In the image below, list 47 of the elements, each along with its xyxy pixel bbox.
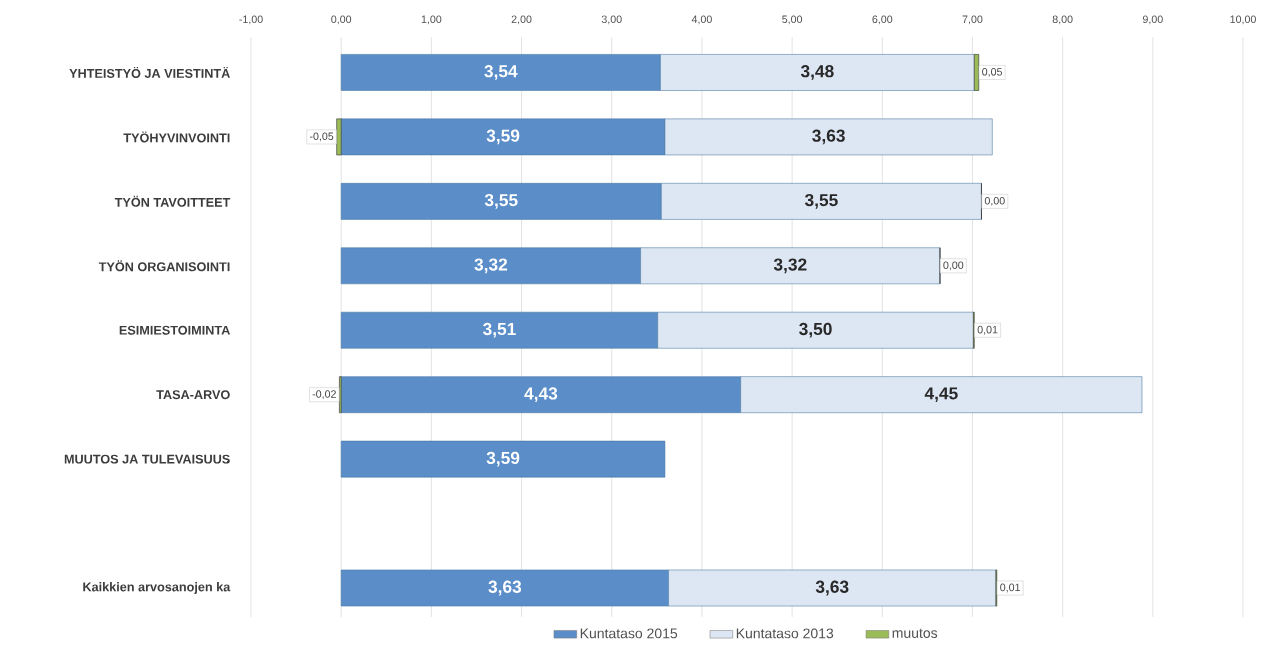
x-tick-label: 6,00 [872,15,893,25]
x-tick-label: 0,00 [331,15,352,25]
data-label: 3,63 [488,580,522,596]
x-tick-label: 3,00 [601,15,622,25]
data-label: 3,32 [474,258,508,274]
data-label: 3,63 [815,580,849,596]
data-label: 0,01 [1000,583,1020,593]
x-tick-label: 7,00 [962,15,983,25]
data-label: 3,59 [486,129,520,145]
data-label: 3,48 [800,65,834,80]
x-tick-label: 5,00 [782,15,803,25]
x-tick-label: -1,00 [239,15,263,25]
data-label: 0,00 [943,261,964,271]
legend-label: Kuntataso 2015 [580,628,678,639]
x-tick-label: 10,00 [1230,15,1256,25]
y-tick-label: ESIMIESTOIMINTA [119,325,230,335]
y-tick-label: TYÖN TAVOITTEET [114,195,231,207]
data-label: 3,63 [812,129,845,145]
data-label: 0,00 [984,196,1005,206]
data-label: 4,45 [924,387,958,402]
data-label: 3,50 [799,322,832,338]
y-tick-label: YHTEISTYÖ JA VIESTINTÄ [69,66,230,78]
bar [336,118,342,156]
x-tick-label: 1,00 [421,15,442,25]
x-tick-label: 4,00 [691,15,712,25]
data-label: 3,51 [482,322,516,338]
data-label: -0,05 [309,132,334,142]
x-tick-label: 9,00 [1142,15,1163,25]
legend-label: muutos [892,628,938,638]
legend-label: Kuntataso 2013 [736,628,834,639]
y-tick-label: Kaikkien arvosanojen ka [83,582,231,594]
data-label: 3,54 [484,65,518,80]
data-label: 3,55 [804,193,838,209]
data-label: -0,02 [312,390,336,400]
y-tick-label: TYÖHYVINVOINTI [123,131,230,143]
data-label: 0,05 [982,68,1003,77]
data-label: 0,01 [977,325,998,335]
data-label: 3,59 [486,451,520,467]
bar [340,440,666,478]
data-label: 3,55 [484,193,518,209]
data-label: 4,43 [524,387,558,403]
y-tick-label: TYÖN ORGANISOINTI [98,260,230,272]
y-tick-label: MUUTOS JA TULEVAISUUS [64,454,230,464]
x-tick-label: 2,00 [511,15,532,25]
y-tick-label: TASA-ARVO [156,390,230,400]
data-label: 3,32 [773,258,807,274]
x-tick-label: 8,00 [1052,15,1073,25]
